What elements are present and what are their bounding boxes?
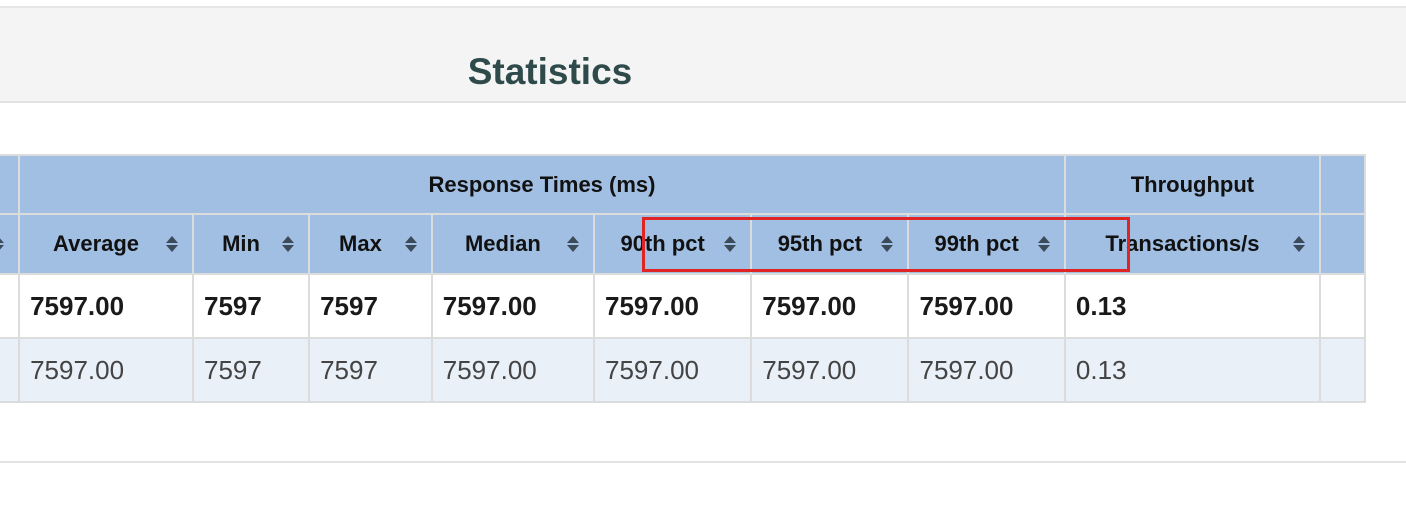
table-cell: 7597.00 <box>430 337 596 403</box>
table-cell <box>0 337 21 403</box>
column-header-median[interactable]: Median <box>430 213 596 275</box>
table-cell: 0.13 <box>1063 273 1321 339</box>
table-cell: 7597 <box>308 273 433 339</box>
table-cell: 7597.00 <box>18 337 195 403</box>
sort-icon[interactable] <box>404 235 417 253</box>
table-cell: 7597.00 <box>750 337 910 403</box>
column-header-99th-pct[interactable]: 99th pct <box>907 213 1066 275</box>
sort-icon[interactable] <box>1292 235 1305 253</box>
bottom-divider <box>0 461 1406 463</box>
column-header-90th-pct[interactable]: 90th pct <box>593 213 753 275</box>
table-cell: 7597.00 <box>18 273 195 339</box>
table-cell: 7597 <box>192 273 311 339</box>
table-cell <box>0 273 21 339</box>
sort-icon[interactable] <box>166 235 179 253</box>
sort-icon[interactable] <box>282 235 295 253</box>
column-label-95th-pct: 95th pct <box>777 231 863 256</box>
group-header-left-cut <box>0 154 21 215</box>
statistics-panel-heading: Statistics <box>0 8 1406 103</box>
table-cell: 7597 <box>308 337 433 403</box>
table-cell: 7597.00 <box>593 273 753 339</box>
table-cell: 0.13 <box>1063 337 1321 403</box>
group-header-response-times: Response Times (ms) <box>18 154 1066 215</box>
sort-icon[interactable] <box>881 235 894 253</box>
table-cell <box>1318 273 1367 339</box>
table-cell: 7597.00 <box>430 273 596 339</box>
table-cell: 7597.00 <box>907 337 1066 403</box>
statistics-table: Response Times (ms) Throughput Average M… <box>0 154 1367 403</box>
total-row: 7597.00 7597 7597 7597.00 7597.00 7597.0… <box>0 273 1367 339</box>
table-cell: 7597.00 <box>750 273 910 339</box>
column-header-right-cut[interactable] <box>1318 213 1367 275</box>
panel-title: Statistics <box>467 51 633 92</box>
column-header-min[interactable]: Min <box>192 213 311 275</box>
column-header-left-cut[interactable] <box>0 213 21 275</box>
column-header-row: Average Min Max Median 90th pct 95th pct <box>0 213 1367 275</box>
table-cell: 7597.00 <box>593 337 753 403</box>
sort-icon[interactable] <box>0 235 5 253</box>
column-label-median: Median <box>464 231 541 256</box>
table-cell: 7597.00 <box>907 273 1066 339</box>
table-cell <box>1318 337 1367 403</box>
sort-icon[interactable] <box>724 235 737 253</box>
column-label-min: Min <box>222 231 260 256</box>
sort-icon[interactable] <box>1037 235 1050 253</box>
column-label-max: Max <box>339 231 382 256</box>
table-row: 7597.00 7597 7597 7597.00 7597.00 7597.0… <box>0 337 1367 403</box>
group-header-right-cut <box>1318 154 1367 215</box>
column-label-99th-pct: 99th pct <box>934 231 1019 256</box>
column-header-max[interactable]: Max <box>308 213 433 275</box>
column-label-average: Average <box>53 231 140 256</box>
top-divider <box>0 0 1406 8</box>
column-header-average[interactable]: Average <box>18 213 195 275</box>
column-label-transactions-per-s: Transactions/s <box>1105 231 1260 256</box>
group-header-throughput: Throughput <box>1063 154 1321 215</box>
sort-icon[interactable] <box>567 235 580 253</box>
column-header-95th-pct[interactable]: 95th pct <box>750 213 910 275</box>
column-header-transactions-per-s[interactable]: Transactions/s <box>1063 213 1321 275</box>
group-header-row: Response Times (ms) Throughput <box>0 154 1367 215</box>
column-label-90th-pct: 90th pct <box>620 231 705 256</box>
table-cell: 7597 <box>192 337 311 403</box>
